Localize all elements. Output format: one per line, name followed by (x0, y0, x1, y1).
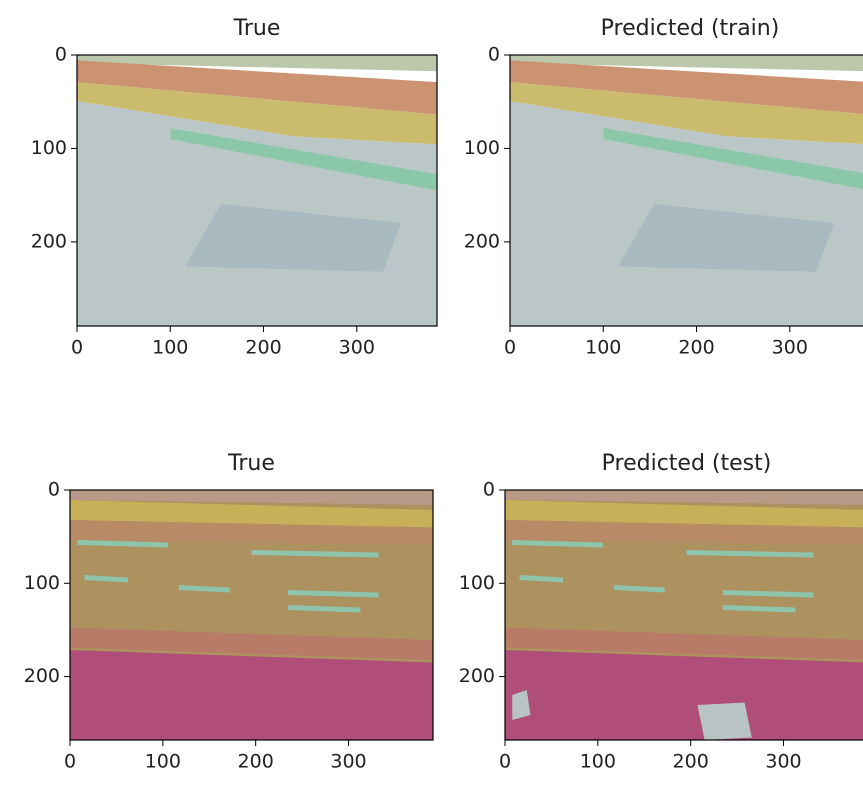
y-tick-label: 100 (459, 572, 495, 594)
figure: True 0 100 200 300 0 100 200 Predicted (train) 0 1… (0, 0, 863, 805)
x-tick-label: 300 (772, 337, 808, 359)
x-tick-label: 200 (678, 337, 714, 359)
y-tick-label: 100 (24, 572, 60, 594)
y-tick-label: 200 (31, 230, 67, 252)
image-panel (505, 490, 863, 740)
image-region (70, 650, 433, 740)
y-tick-label: 0 (483, 479, 495, 501)
panel-title: Predicted (train) (601, 16, 780, 41)
image-panel (77, 55, 437, 326)
y-tick-label: 200 (459, 665, 495, 687)
image-region (505, 650, 863, 740)
x-tick-label: 100 (152, 337, 188, 359)
x-tick-label: 0 (504, 337, 516, 359)
x-tick-label: 100 (580, 751, 616, 773)
y-tick-label: 0 (488, 44, 500, 66)
y-tick-label: 0 (48, 479, 60, 501)
panel-title: True (227, 451, 275, 476)
x-tick-label: 300 (339, 337, 375, 359)
image-region (697, 703, 751, 741)
x-tick-label: 100 (145, 751, 181, 773)
y-tick-label: 200 (464, 230, 500, 252)
image-panel (510, 55, 863, 326)
x-tick-label: 0 (499, 751, 511, 773)
panel-title: True (233, 16, 281, 41)
x-tick-label: 100 (585, 337, 621, 359)
x-tick-label: 300 (330, 751, 366, 773)
x-tick-label: 0 (64, 751, 76, 773)
x-tick-label: 300 (765, 751, 801, 773)
panel-title: Predicted (test) (602, 451, 772, 476)
y-tick-label: 100 (31, 137, 67, 159)
y-tick-label: 0 (55, 44, 67, 66)
x-tick-label: 200 (673, 751, 709, 773)
y-tick-label: 200 (24, 665, 60, 687)
x-tick-label: 200 (238, 751, 274, 773)
x-tick-label: 0 (71, 337, 83, 359)
image-panel (70, 490, 433, 740)
y-tick-label: 100 (464, 137, 500, 159)
x-tick-label: 200 (245, 337, 281, 359)
